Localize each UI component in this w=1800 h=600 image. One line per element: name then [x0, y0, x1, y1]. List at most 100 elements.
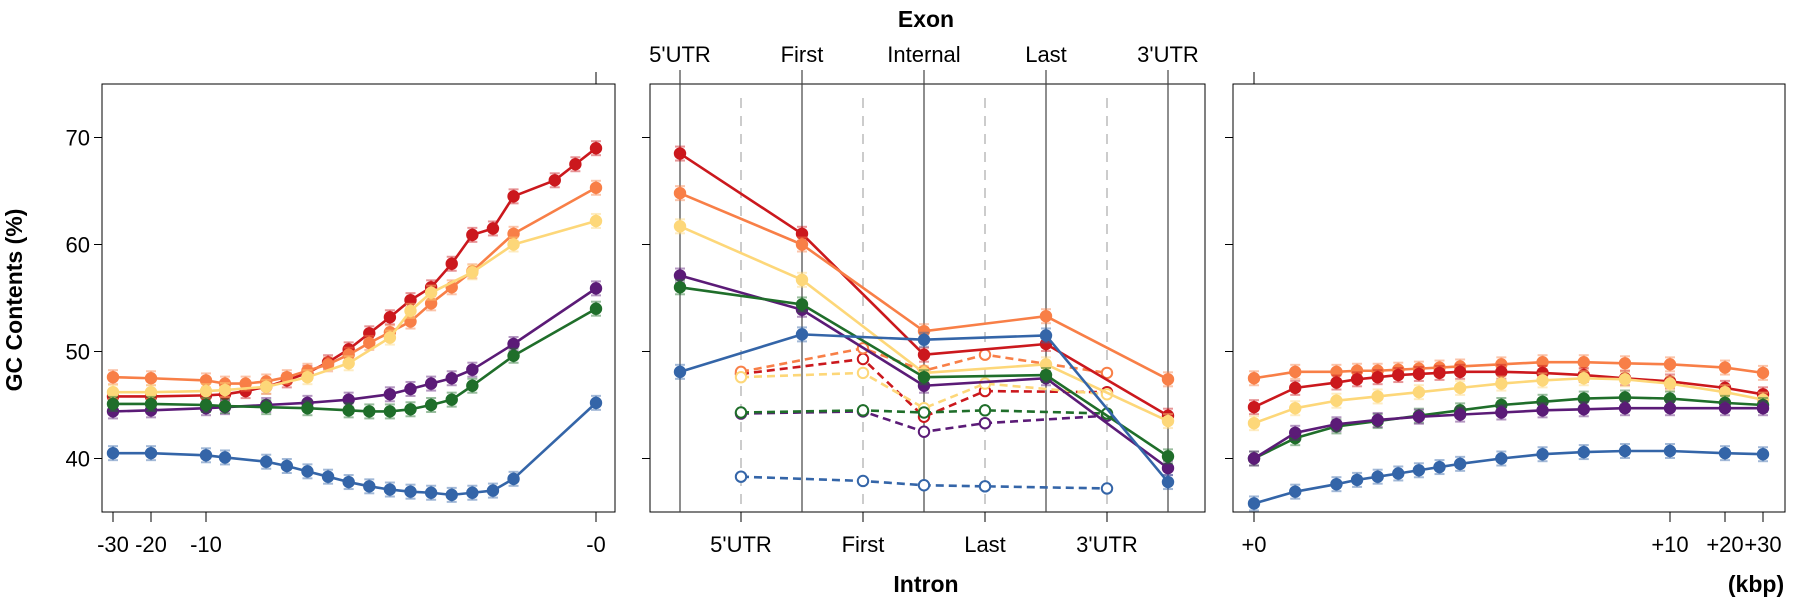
upstream-yellow-series-point [218, 383, 232, 397]
exon-red-series-point [673, 147, 687, 160]
intron-green-series-point [978, 404, 992, 417]
upstream-purple-series-point [445, 372, 458, 385]
downstream-orange-series-point [1663, 358, 1677, 371]
exon-yellow-series-point [673, 220, 687, 233]
upstream-blue-series-point [589, 396, 603, 410]
intron-blue-series-point [917, 479, 931, 492]
intron-blue-series-point [978, 480, 992, 493]
upstream-blue-series-point [445, 488, 458, 502]
downstream-purple-series-point [1412, 410, 1426, 423]
exon-yellow-series-point [1161, 414, 1175, 428]
downstream-blue-series-point [1663, 444, 1677, 458]
downstream-yellow-series-point [1330, 394, 1343, 407]
downstream-red-series-point [1433, 366, 1446, 380]
downstream-purple-series-point [1663, 402, 1677, 415]
downstream-blue-series-line [1253, 449, 1764, 505]
intron-red-series-line [740, 357, 1108, 419]
downstream-yellow-series-point [1371, 390, 1384, 403]
upstream-blue-series-point [466, 486, 479, 499]
downstream-yellow-series-point [1412, 385, 1426, 399]
downstream-red-series-point [1247, 400, 1261, 414]
downstream-blue-series-point [1536, 448, 1549, 461]
intron-green-series-point [917, 406, 931, 419]
intron-blue-series-point [734, 470, 748, 483]
intron-title: Intron [893, 571, 958, 597]
exon-category-label: 5'UTR [649, 42, 711, 67]
upstream-yellow-series-point [260, 380, 273, 394]
y-tick-label: 50 [66, 340, 90, 365]
downstream-orange-series-point [1247, 372, 1261, 385]
upstream-green-series-point [106, 397, 120, 411]
downstream-orange-series-point [1289, 365, 1302, 379]
downstream-x-tick-label: +30 [1744, 532, 1781, 557]
upstream-blue-series-point [363, 480, 376, 493]
exon-green-series-point [673, 281, 687, 294]
downstream-red-series-point [1453, 365, 1467, 379]
upstream-yellow-series-point [106, 385, 120, 399]
upstream-x-tick-label: -0 [586, 532, 606, 557]
downstream-x-tick-label: +10 [1651, 532, 1688, 557]
upstream-yellow-series-point [424, 286, 438, 299]
downstream-blue-series-point [1453, 457, 1467, 471]
downstream-blue-series-point [1433, 460, 1446, 474]
upstream-orange-series-point [589, 181, 603, 194]
upstream-green-series-point [144, 397, 158, 411]
upstream-red-series-point [589, 142, 603, 155]
exon-green-series-point [1161, 450, 1175, 463]
downstream-panel: +0 +10 +20 +30 [1225, 72, 1786, 557]
downstream-purple-series-point [1756, 402, 1770, 415]
downstream-green-series-line [1253, 396, 1764, 460]
upstream-green-series-point [363, 405, 376, 418]
downstream-purple-series-point [1536, 404, 1549, 417]
intron-green-series-point [856, 404, 870, 417]
intron-category-label: 3'UTR [1076, 532, 1138, 557]
exon-blue-series-point [917, 333, 931, 346]
downstream-blue-series-point [1577, 445, 1590, 459]
upstream-green-series-point [383, 405, 397, 418]
exon-blue-series-point [1161, 475, 1175, 489]
exon-category-label: First [781, 42, 824, 67]
upstream-yellow-series-point [144, 385, 158, 399]
upstream-blue-series-point [321, 470, 335, 483]
upstream-blue-series-point [260, 455, 273, 468]
downstream-blue-series-point [1289, 485, 1302, 498]
downstream-yellow-series-point [1495, 377, 1508, 390]
upstream-x-tick-label: -30 [97, 532, 129, 557]
intron-category-label: Last [964, 532, 1006, 557]
gene-body-frame [649, 83, 1206, 513]
upstream-blue-series-point [383, 483, 397, 496]
upstream-frame [101, 83, 616, 513]
downstream-yellow-series-point [1453, 381, 1467, 395]
exon-green-series-point [1039, 368, 1053, 382]
upstream-green-series-point [445, 393, 458, 406]
upstream-red-series-point [466, 228, 479, 242]
upstream-yellow-series-point [507, 238, 520, 251]
upstream-purple-series-point [507, 337, 520, 351]
downstream-red-series-line [1253, 370, 1764, 409]
downstream-blue-series-point [1756, 448, 1770, 461]
exon-green-series-point [917, 370, 931, 384]
upstream-yellow-series-point [466, 266, 479, 279]
exon-blue-series-point [673, 365, 687, 379]
upstream-red-series-point [507, 190, 520, 203]
downstream-blue-series-point [1330, 477, 1343, 491]
downstream-orange-series-line [1253, 360, 1764, 380]
upstream-blue-series-point [280, 459, 294, 473]
downstream-red-series-point [1412, 367, 1426, 381]
downstream-red-series-point [1495, 365, 1508, 379]
upstream-blue-series-point [342, 475, 355, 489]
intron-yellow-series-line [740, 371, 1108, 410]
intron-yellow-series-point [734, 370, 748, 384]
upstream-purple-series-point [589, 282, 603, 295]
downstream-red-series-point [1371, 370, 1384, 384]
upstream-green-series-point [301, 402, 314, 415]
downstream-red-series-point [1392, 368, 1405, 382]
upstream-red-series-point [548, 174, 561, 187]
upstream-blue-series-point [218, 451, 232, 464]
upstream-blue-series-point [106, 446, 120, 460]
y-tick-label: 40 [66, 447, 90, 472]
intron-blue-series-point [856, 474, 870, 488]
upstream-green-series-point [466, 379, 479, 392]
upstream-blue-series-point [404, 485, 417, 498]
downstream-purple-series-point [1453, 408, 1467, 421]
